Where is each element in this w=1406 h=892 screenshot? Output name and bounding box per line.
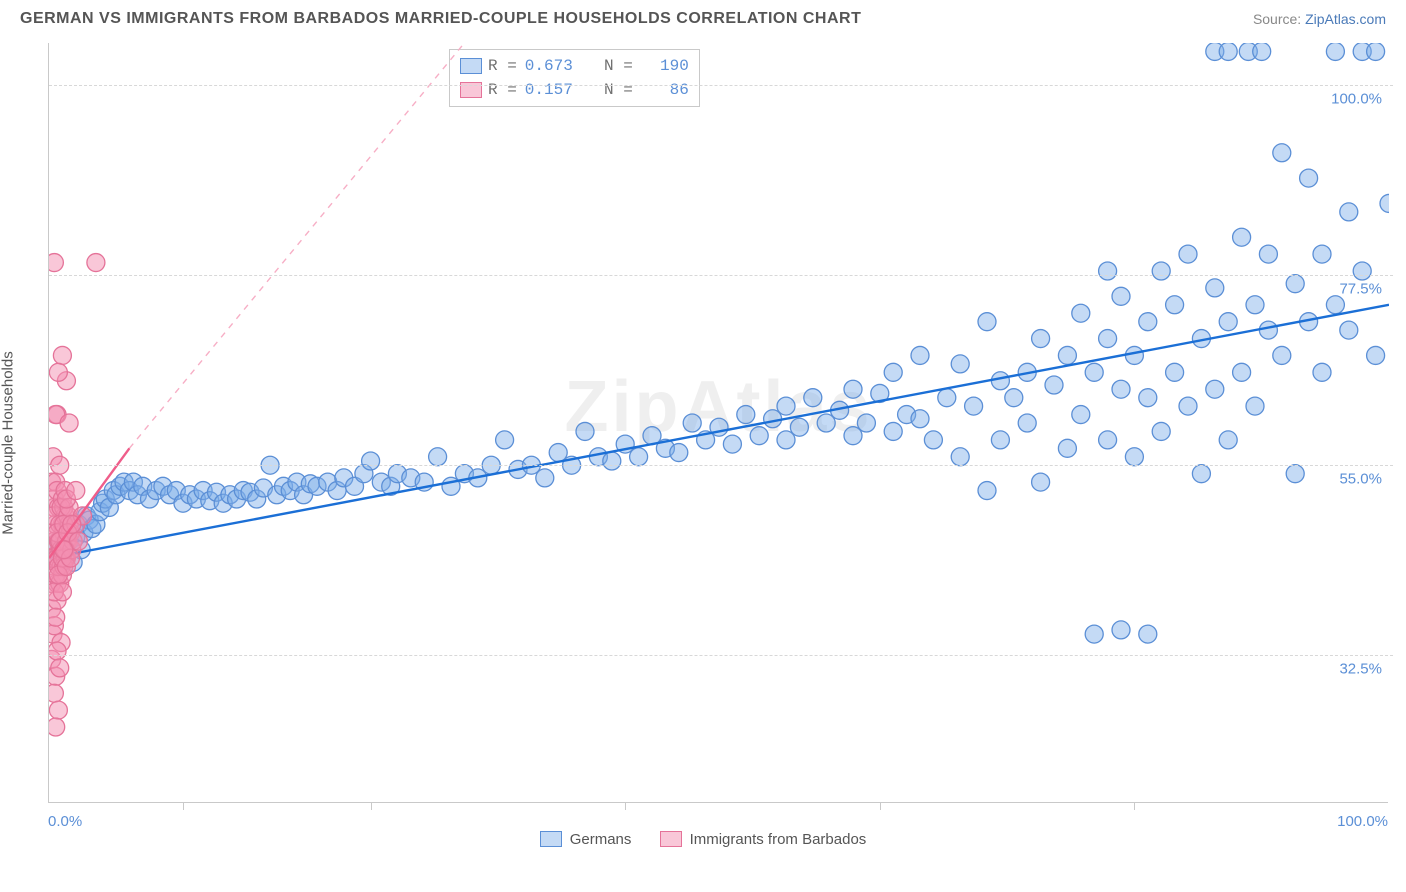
gridline (49, 465, 1393, 466)
x-tick (183, 802, 184, 810)
y-axis-label: Married-couple Households (0, 351, 17, 534)
y-tick-label: 32.5% (1339, 661, 1382, 678)
x-tick (880, 802, 881, 810)
legend-item-barbados: Immigrants from Barbados (660, 831, 867, 848)
legend-label-barbados: Immigrants from Barbados (690, 831, 867, 848)
plot-area: ZipAtlas R = 0.673 N = 190 R = 0.157 N =… (48, 43, 1388, 803)
gridline (49, 655, 1393, 656)
x-tick (1134, 802, 1135, 810)
y-tick-label: 77.5% (1339, 281, 1382, 298)
swatch-germans-icon (540, 831, 562, 847)
source-attribution: Source: ZipAtlas.com (1253, 11, 1386, 27)
legend-label-germans: Germans (570, 831, 632, 848)
gridline (49, 275, 1393, 276)
chart-container: Married-couple Households ZipAtlas R = 0… (0, 33, 1406, 853)
scatter-svg (49, 43, 1389, 803)
gridline (49, 85, 1393, 86)
chart-title: GERMAN VS IMMIGRANTS FROM BARBADOS MARRI… (20, 10, 861, 28)
swatch-barbados-icon (660, 831, 682, 847)
source-prefix: Source: (1253, 11, 1305, 27)
x-axis-max-label: 100.0% (1337, 813, 1388, 830)
y-tick-label: 55.0% (1339, 471, 1382, 488)
x-tick (371, 802, 372, 810)
x-axis-min-label: 0.0% (48, 813, 82, 830)
legend-item-germans: Germans (540, 831, 632, 848)
source-link[interactable]: ZipAtlas.com (1305, 11, 1386, 27)
y-tick-label: 100.0% (1331, 91, 1382, 108)
x-tick (625, 802, 626, 810)
series-legend: Germans Immigrants from Barbados (0, 831, 1406, 852)
